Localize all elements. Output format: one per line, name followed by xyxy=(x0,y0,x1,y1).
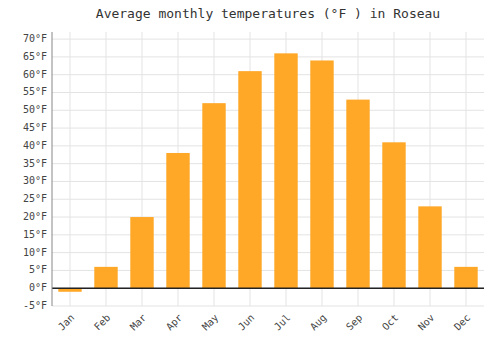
grid-line-y xyxy=(52,39,484,40)
y-axis: -5°F 0°F 5°F 10°F 15°F 20°F 25°F 30°F 35°F 40°F 45… xyxy=(23,33,47,311)
bar xyxy=(94,267,117,288)
x-axis: Jan Feb Mar Apr May Jun Jul Aug Sep Oct Nov Dec xyxy=(56,312,473,333)
bar xyxy=(130,217,153,288)
chart: Average monthly temperatures (°F ) in Ro… xyxy=(0,0,500,350)
y-tick-label: 35°F xyxy=(23,158,47,169)
bars xyxy=(58,53,477,291)
x-tick-label: Jan xyxy=(56,312,77,333)
bar xyxy=(310,60,333,288)
grid-line-y xyxy=(52,128,484,129)
y-tick-label: 55°F xyxy=(23,86,47,97)
grid xyxy=(52,32,484,306)
bar xyxy=(346,100,369,289)
grid-line-y xyxy=(52,181,484,182)
grid-line-y xyxy=(52,306,484,307)
bar xyxy=(418,206,441,288)
title: Average monthly temperatures (°F ) in Ro… xyxy=(96,6,440,21)
y-tick-label: 20°F xyxy=(23,211,47,222)
y-tick-label: 15°F xyxy=(23,229,47,240)
y-tick-label: 45°F xyxy=(23,122,47,133)
y-tick-label: 0°F xyxy=(29,282,47,293)
x-tick-label: Dec xyxy=(452,312,473,333)
chart-container: Average monthly temperatures (°F ) in Ro… xyxy=(0,0,500,350)
x-tick-label: Feb xyxy=(92,312,113,333)
y-tick-label: 65°F xyxy=(23,51,47,62)
grid-line-y xyxy=(52,199,484,200)
y-axis-line xyxy=(52,32,53,306)
bar xyxy=(274,53,297,288)
grid-line-y xyxy=(52,56,484,57)
grid-line-x xyxy=(70,32,71,306)
y-tick-label: 50°F xyxy=(23,104,47,115)
bar xyxy=(238,71,261,288)
grid-line-y xyxy=(52,288,484,289)
y-tick-label: 5°F xyxy=(29,264,47,275)
x-tick-label: Nov xyxy=(416,312,437,333)
x-tick-label: May xyxy=(200,312,221,333)
bar xyxy=(166,153,189,288)
x-tick-label: Mar xyxy=(128,312,149,333)
y-tick-label: 25°F xyxy=(23,193,47,204)
y-tick-label: -5°F xyxy=(23,300,47,311)
x-tick-label: Aug xyxy=(308,312,329,333)
y-tick-label: 70°F xyxy=(23,33,47,44)
grid-line-y xyxy=(52,92,484,93)
x-tick-label: Jun xyxy=(236,312,257,333)
x-tick-label: Oct xyxy=(380,312,401,333)
y-tick-label: 60°F xyxy=(23,69,47,80)
grid-line-x xyxy=(106,32,107,306)
grid-line-y xyxy=(52,163,484,164)
bar xyxy=(454,267,477,288)
grid-line-y xyxy=(52,110,484,111)
y-tick-label: 30°F xyxy=(23,175,47,186)
bar xyxy=(382,142,405,288)
grid-line-y xyxy=(52,74,484,75)
y-tick-label: 10°F xyxy=(23,247,47,258)
x-tick-label: Apr xyxy=(164,312,185,333)
x-tick-label: Jul xyxy=(272,312,293,333)
x-tick-label: Sep xyxy=(344,312,365,333)
y-tick-label: 40°F xyxy=(23,140,47,151)
zero-line xyxy=(52,287,484,289)
grid-line-x xyxy=(466,32,467,306)
grid-line-y xyxy=(52,145,484,146)
bar xyxy=(202,103,225,288)
